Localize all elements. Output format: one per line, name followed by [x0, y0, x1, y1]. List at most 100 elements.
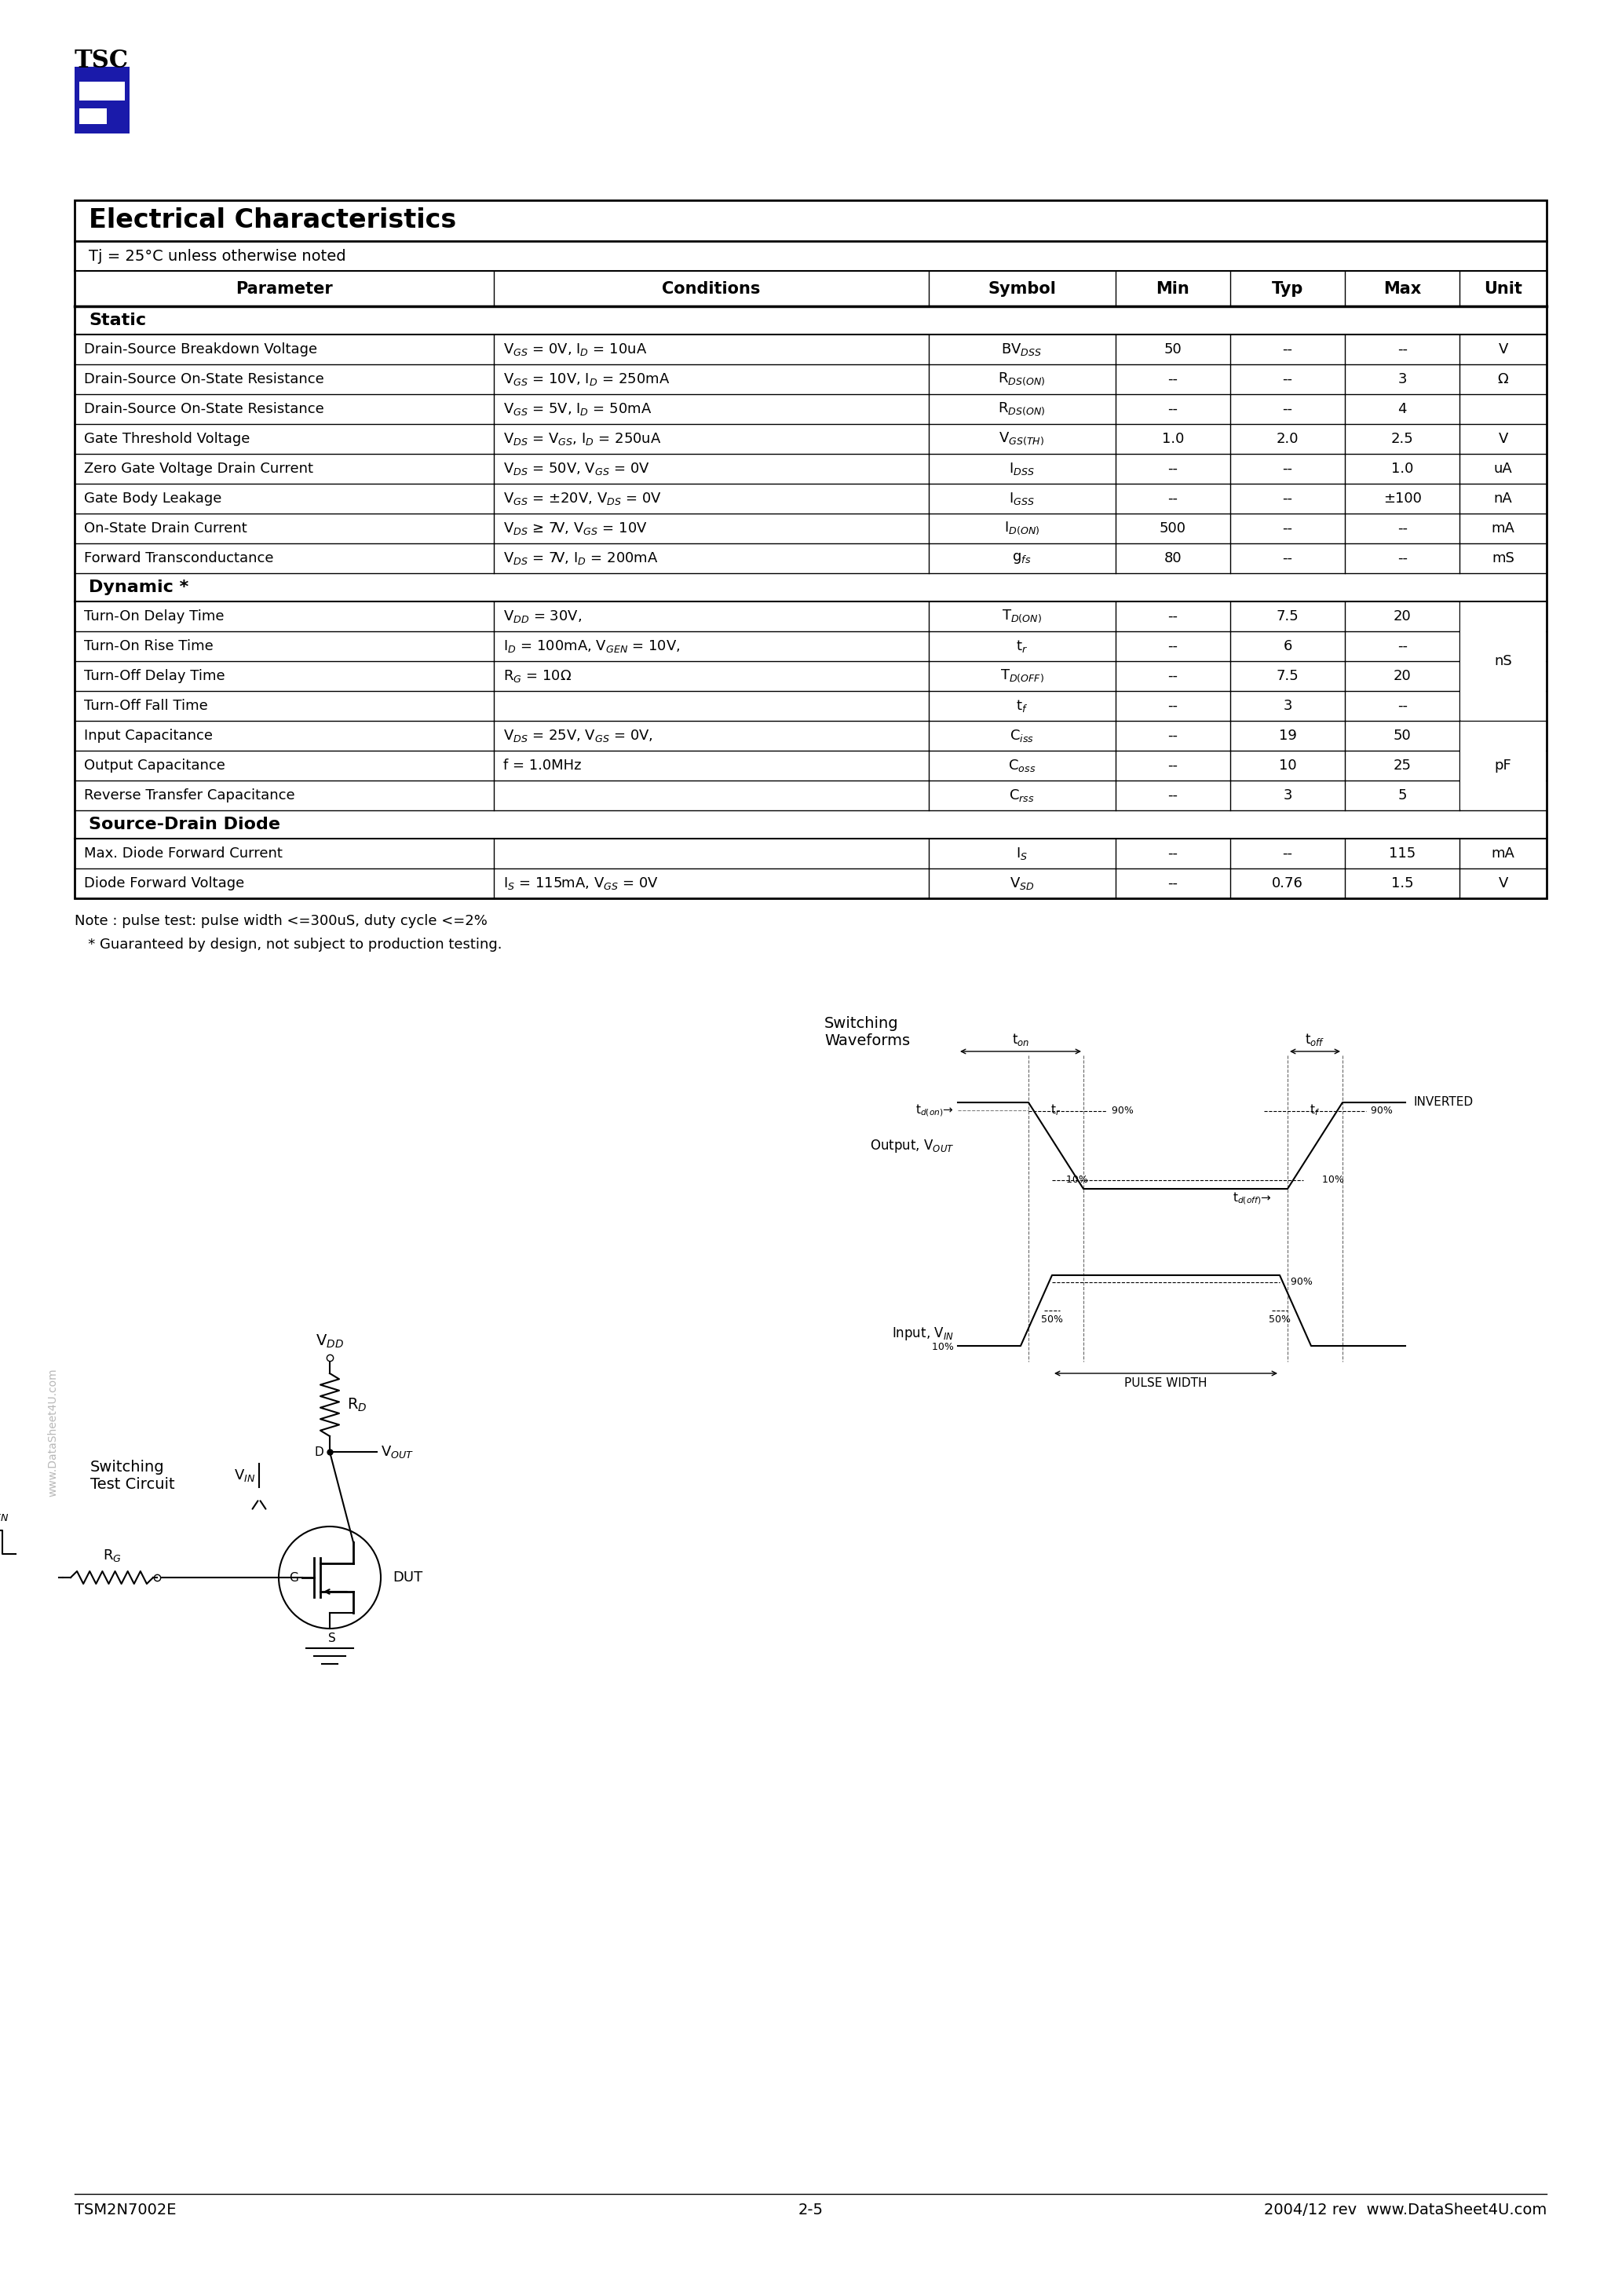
- Text: V$_{DS}$ = 7V, I$_{D}$ = 200mA: V$_{DS}$ = 7V, I$_{D}$ = 200mA: [503, 551, 659, 567]
- Text: f = 1.0MHz: f = 1.0MHz: [503, 758, 582, 774]
- Text: --: --: [1168, 728, 1178, 744]
- Text: 2.0: 2.0: [1277, 432, 1299, 445]
- Text: --: --: [1283, 551, 1293, 565]
- Text: --: --: [1168, 461, 1178, 475]
- Text: R$_{G}$: R$_{G}$: [102, 1548, 122, 1564]
- Text: t$_{r}$: t$_{r}$: [1015, 638, 1028, 654]
- Text: 19: 19: [1278, 728, 1296, 744]
- Text: Zero Gate Voltage Drain Current: Zero Gate Voltage Drain Current: [84, 461, 313, 475]
- Text: C$_{oss}$: C$_{oss}$: [1007, 758, 1036, 774]
- Text: Output, V$_{OUT}$: Output, V$_{OUT}$: [869, 1137, 954, 1155]
- Text: --: --: [1283, 342, 1293, 356]
- Text: --: --: [1283, 521, 1293, 535]
- Text: 50: 50: [1165, 342, 1182, 356]
- Text: nS: nS: [1494, 654, 1512, 668]
- Text: 1.5: 1.5: [1392, 877, 1414, 891]
- Text: pF: pF: [1494, 758, 1512, 774]
- Text: * Guaranteed by design, not subject to production testing.: * Guaranteed by design, not subject to p…: [75, 937, 503, 953]
- Text: Symbol: Symbol: [988, 280, 1056, 296]
- Text: Typ: Typ: [1272, 280, 1304, 296]
- Text: Max. Diode Forward Current: Max. Diode Forward Current: [84, 847, 282, 861]
- Text: 20: 20: [1393, 668, 1411, 684]
- Text: t$_{d(off)}$→: t$_{d(off)}$→: [1233, 1192, 1272, 1205]
- Text: I$_{D}$ = 100mA, V$_{GEN}$ = 10V,: I$_{D}$ = 100mA, V$_{GEN}$ = 10V,: [503, 638, 681, 654]
- Text: V$_{DS}$ = 50V, V$_{GS}$ = 0V: V$_{DS}$ = 50V, V$_{GS}$ = 0V: [503, 461, 650, 478]
- Text: TSC: TSC: [75, 48, 128, 73]
- Text: Switching
Test Circuit: Switching Test Circuit: [91, 1460, 175, 1492]
- Text: 7.5: 7.5: [1277, 668, 1299, 684]
- Text: V$_{GS}$ = ±20V, V$_{DS}$ = 0V: V$_{GS}$ = ±20V, V$_{DS}$ = 0V: [503, 491, 662, 507]
- Text: Turn-Off Delay Time: Turn-Off Delay Time: [84, 668, 225, 684]
- Text: 6: 6: [1283, 638, 1293, 654]
- Text: R$_{G}$ = 10Ω: R$_{G}$ = 10Ω: [503, 668, 573, 684]
- Text: Dynamic *: Dynamic *: [89, 579, 188, 595]
- Text: C$_{rss}$: C$_{rss}$: [1009, 788, 1035, 804]
- Text: Drain-Source On-State Resistance: Drain-Source On-State Resistance: [84, 402, 324, 416]
- Text: V$_{GS}$ = 0V, I$_{D}$ = 10uA: V$_{GS}$ = 0V, I$_{D}$ = 10uA: [503, 342, 647, 358]
- Text: 10%: 10%: [1319, 1176, 1345, 1185]
- Text: nS: nS: [1494, 638, 1512, 654]
- Text: V: V: [1499, 432, 1508, 445]
- Text: --: --: [1168, 402, 1178, 416]
- Text: --: --: [1397, 698, 1408, 714]
- Text: Tj = 25°C unless otherwise noted: Tj = 25°C unless otherwise noted: [89, 248, 345, 264]
- Text: Drain-Source Breakdown Voltage: Drain-Source Breakdown Voltage: [84, 342, 318, 356]
- Text: D: D: [315, 1446, 323, 1458]
- Text: Reverse Transfer Capacitance: Reverse Transfer Capacitance: [84, 788, 295, 804]
- Text: R$_{DS(ON)}$: R$_{DS(ON)}$: [998, 402, 1046, 418]
- Text: --: --: [1283, 491, 1293, 505]
- Text: --: --: [1283, 461, 1293, 475]
- Text: Conditions: Conditions: [662, 280, 761, 296]
- Text: Drain-Source On-State Resistance: Drain-Source On-State Resistance: [84, 372, 324, 386]
- Text: ±100: ±100: [1384, 491, 1421, 505]
- Text: Min: Min: [1156, 280, 1189, 296]
- Text: V$_{DS}$ = V$_{GS}$, I$_{D}$ = 250uA: V$_{DS}$ = V$_{GS}$, I$_{D}$ = 250uA: [503, 432, 662, 448]
- Bar: [1460, 721, 1546, 810]
- Text: Switching
Waveforms: Switching Waveforms: [824, 1017, 910, 1049]
- Text: 25: 25: [1393, 758, 1411, 774]
- Text: I$_{DSS}$: I$_{DSS}$: [1009, 461, 1035, 478]
- Text: C$_{iss}$: C$_{iss}$: [1009, 728, 1035, 744]
- Text: I$_{S}$ = 115mA, V$_{GS}$ = 0V: I$_{S}$ = 115mA, V$_{GS}$ = 0V: [503, 875, 659, 891]
- Text: 500: 500: [1160, 521, 1186, 535]
- Text: Turn-On Delay Time: Turn-On Delay Time: [84, 608, 224, 625]
- Text: --: --: [1397, 521, 1408, 535]
- Text: 115: 115: [1388, 847, 1416, 861]
- Text: g$_{fs}$: g$_{fs}$: [1012, 551, 1032, 565]
- Text: INVERTED: INVERTED: [1413, 1097, 1473, 1109]
- Text: V$_{GS}$ = 10V, I$_{D}$ = 250mA: V$_{GS}$ = 10V, I$_{D}$ = 250mA: [503, 372, 670, 388]
- Text: t$_{on}$: t$_{on}$: [1012, 1031, 1030, 1047]
- Text: Max: Max: [1384, 280, 1421, 296]
- Text: Electrical Characteristics: Electrical Characteristics: [89, 207, 456, 234]
- Text: Diode Forward Voltage: Diode Forward Voltage: [84, 877, 245, 891]
- Text: mS: mS: [1492, 551, 1515, 565]
- Text: V$_{GS(TH)}$: V$_{GS(TH)}$: [999, 432, 1045, 448]
- Text: 7.5: 7.5: [1277, 608, 1299, 625]
- Text: Input, V$_{IN}$: Input, V$_{IN}$: [892, 1325, 954, 1341]
- Text: uA: uA: [1494, 461, 1513, 475]
- Bar: [75, 67, 130, 133]
- Text: Gate Body Leakage: Gate Body Leakage: [84, 491, 222, 505]
- Text: V: V: [1499, 342, 1508, 356]
- Text: 2.5: 2.5: [1392, 432, 1414, 445]
- Text: --: --: [1283, 372, 1293, 386]
- Text: 50%: 50%: [1268, 1316, 1291, 1325]
- Text: --: --: [1168, 638, 1178, 654]
- Text: R$_{D}$: R$_{D}$: [347, 1396, 367, 1412]
- Text: I$_{GSS}$: I$_{GSS}$: [1009, 491, 1035, 507]
- Text: t$_{r}$: t$_{r}$: [1051, 1102, 1061, 1118]
- Text: 90%: 90%: [1367, 1107, 1393, 1116]
- Text: Parameter: Parameter: [235, 280, 333, 296]
- Text: 5: 5: [1398, 788, 1406, 804]
- Text: V$_{DD}$ = 30V,: V$_{DD}$ = 30V,: [503, 608, 582, 625]
- Text: TSM2N7002E: TSM2N7002E: [75, 2202, 177, 2218]
- Text: V$_{DS}$ = 25V, V$_{GS}$ = 0V,: V$_{DS}$ = 25V, V$_{GS}$ = 0V,: [503, 728, 654, 744]
- Text: DUT: DUT: [393, 1570, 423, 1584]
- Text: Unit: Unit: [1484, 280, 1523, 296]
- Bar: [75, 200, 1547, 898]
- Text: www.DataSheet4U.com: www.DataSheet4U.com: [47, 1368, 58, 1497]
- Text: Source-Drain Diode: Source-Drain Diode: [89, 817, 281, 833]
- Text: 1.0: 1.0: [1161, 432, 1184, 445]
- Text: --: --: [1397, 551, 1408, 565]
- Text: --: --: [1168, 491, 1178, 505]
